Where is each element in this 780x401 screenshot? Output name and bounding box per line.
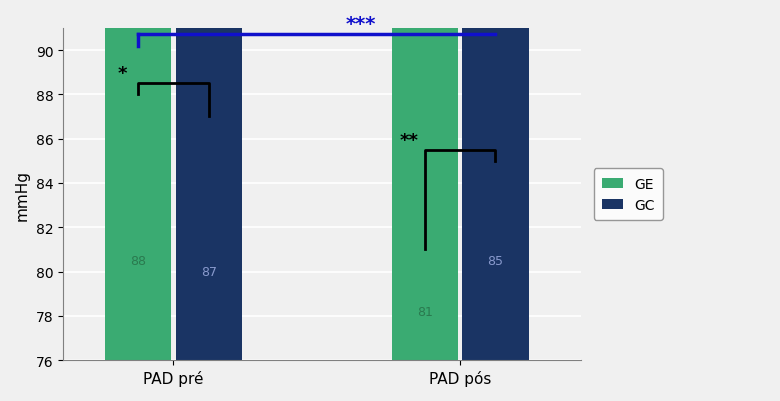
Y-axis label: mmHg: mmHg bbox=[15, 169, 30, 220]
Text: ***: *** bbox=[346, 15, 376, 34]
Text: *: * bbox=[118, 65, 127, 83]
Bar bbox=[105, 0, 171, 360]
Legend: GE, GC: GE, GC bbox=[594, 169, 663, 220]
Text: 81: 81 bbox=[417, 305, 433, 318]
Bar bbox=[176, 0, 242, 360]
Bar bbox=[392, 0, 458, 360]
Text: 85: 85 bbox=[488, 254, 503, 267]
Text: 88: 88 bbox=[130, 254, 146, 267]
Bar bbox=[463, 0, 529, 360]
Text: **: ** bbox=[400, 131, 419, 149]
Text: 87: 87 bbox=[200, 265, 217, 278]
